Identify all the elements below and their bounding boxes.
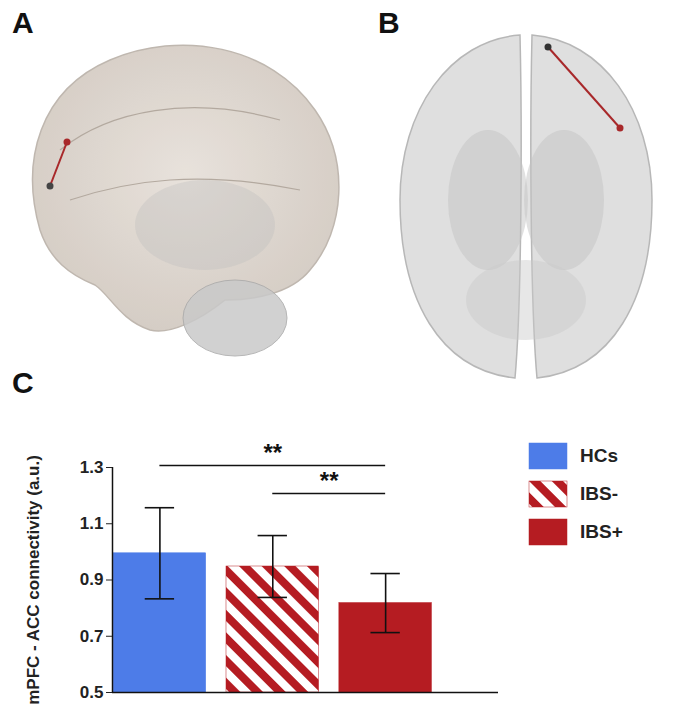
- html-text:C: C: [12, 366, 34, 399]
- svg-text:1.1: 1.1: [80, 514, 104, 533]
- svg-text:0.9: 0.9: [80, 570, 104, 589]
- svg-text:**: **: [263, 439, 282, 466]
- html-text:IBS+: IBS+: [580, 521, 623, 542]
- svg-text:1.3: 1.3: [80, 458, 104, 477]
- svg-text:0.7: 0.7: [80, 627, 104, 646]
- svg-text:0.5: 0.5: [80, 683, 104, 702]
- svg-text:mPFC - ACC connectivity (a.u.): mPFC - ACC connectivity (a.u.): [24, 455, 43, 705]
- svg-text:**: **: [320, 467, 339, 494]
- html-text:HCs: HCs: [580, 445, 618, 466]
- html-text:A: A: [12, 6, 34, 39]
- html-text:B: B: [378, 6, 400, 39]
- html-text:IBS-: IBS-: [580, 483, 618, 504]
